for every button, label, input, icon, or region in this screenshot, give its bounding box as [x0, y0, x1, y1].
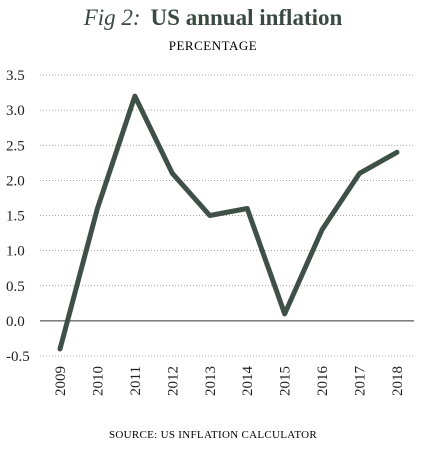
- x-tick-label: 2012: [165, 366, 181, 396]
- y-tick-label: 3.5: [6, 68, 25, 84]
- y-tick-label: 2.0: [6, 173, 25, 189]
- gridlines: [40, 74, 414, 357]
- y-tick-label: 1.0: [6, 244, 25, 260]
- y-tick-label: 0.5: [6, 279, 25, 295]
- series-line: [57, 93, 400, 352]
- y-tick-label: 3.0: [6, 103, 25, 119]
- x-tick-label: 2017: [353, 366, 369, 397]
- y-tick-label: -0.5: [6, 349, 30, 365]
- data-point: [357, 171, 362, 176]
- data-point: [58, 346, 62, 351]
- data-point: [320, 227, 325, 232]
- data-point: [132, 94, 137, 99]
- y-tick-label: 2.5: [6, 138, 25, 154]
- chart-subtitle: PERCENTAGE: [169, 38, 257, 53]
- data-point: [207, 213, 212, 218]
- data-point: [245, 206, 250, 211]
- x-tick-label: 2011: [128, 366, 144, 395]
- x-tick-label: 2013: [203, 366, 219, 396]
- series-inflation: [57, 93, 400, 352]
- x-tick-label: 2009: [53, 366, 69, 396]
- data-point: [282, 311, 287, 316]
- data-point: [95, 206, 100, 211]
- y-tick-label: 1.5: [6, 209, 25, 225]
- chart-source: SOURCE: US INFLATION CALCULATOR: [109, 429, 317, 441]
- data-point: [170, 171, 175, 176]
- x-tick-label: 2018: [390, 366, 406, 396]
- x-tick-labels: 2009 2010 2011 2012 2013 2014 2015 2016 2017 2018: [53, 366, 406, 397]
- y-tick-labels: 3.5 3.0 2.5 2.0 1.5 1.0 0.5 0.0 -0.5: [6, 68, 30, 365]
- chart-title-prefix: Fig 2:: [83, 5, 141, 30]
- x-tick-label: 2010: [90, 366, 106, 396]
- x-tick-label: 2016: [315, 366, 331, 397]
- chart-title-main: US annual inflation: [151, 5, 343, 30]
- x-tick-label: 2014: [240, 366, 256, 397]
- data-point: [395, 150, 399, 155]
- x-tick-label: 2015: [278, 366, 294, 396]
- chart-title: Fig 2: US annual inflation: [83, 5, 343, 30]
- y-tick-label: 0.0: [6, 314, 25, 330]
